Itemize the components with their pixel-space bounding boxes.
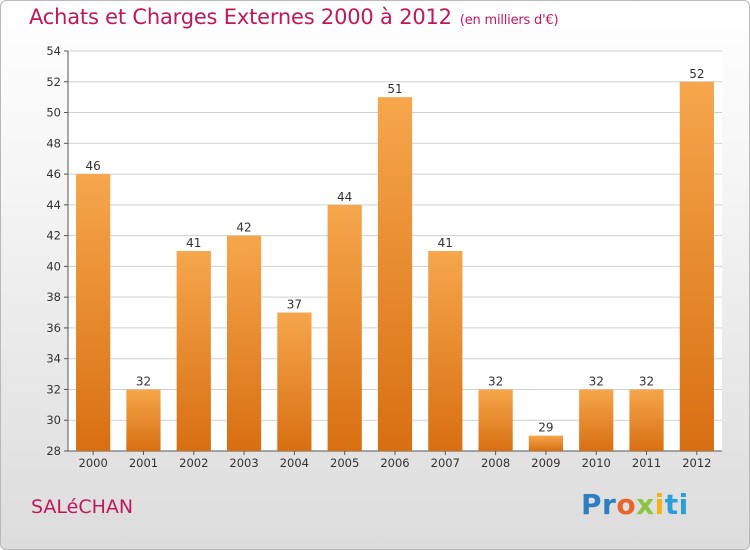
bar bbox=[76, 174, 111, 452]
bar-value-label: 42 bbox=[236, 221, 251, 235]
bar-value-label: 46 bbox=[86, 159, 101, 173]
x-tick-label: 2004 bbox=[280, 456, 309, 470]
proxiti-logo: Proxiti bbox=[581, 488, 689, 521]
x-tick-label: 2005 bbox=[330, 456, 359, 470]
x-tick-label: 2003 bbox=[229, 456, 258, 470]
bar-value-label: 32 bbox=[589, 374, 604, 388]
y-tick-label: 54 bbox=[46, 44, 61, 58]
chart-title-text: Achats et Charges Externes 2000 à 2012 bbox=[29, 5, 452, 29]
bar-value-label: 32 bbox=[488, 374, 503, 388]
x-tick-label: 2009 bbox=[531, 456, 560, 470]
bar bbox=[428, 251, 463, 451]
x-tick-label: 2007 bbox=[431, 456, 460, 470]
bar-value-label: 44 bbox=[337, 190, 352, 204]
bar-value-label: 51 bbox=[387, 82, 402, 96]
y-tick-label: 46 bbox=[46, 167, 61, 181]
logo-part: i bbox=[654, 488, 665, 521]
y-tick-label: 38 bbox=[46, 290, 61, 304]
bar-value-label: 37 bbox=[287, 298, 302, 312]
bar-value-label: 41 bbox=[186, 236, 201, 250]
y-tick-label: 44 bbox=[46, 198, 61, 212]
bar bbox=[327, 204, 362, 451]
y-tick-label: 40 bbox=[46, 259, 61, 273]
logo-part: ti bbox=[664, 488, 689, 521]
x-tick-label: 2002 bbox=[179, 456, 208, 470]
logo-part: x bbox=[636, 488, 655, 521]
x-tick-label: 2011 bbox=[632, 456, 661, 470]
chart-title: Achats et Charges Externes 2000 à 2012 (e… bbox=[29, 5, 559, 29]
y-tick-label: 32 bbox=[46, 382, 61, 396]
y-tick-label: 42 bbox=[46, 229, 61, 243]
x-tick-label: 2000 bbox=[79, 456, 108, 470]
bar bbox=[377, 97, 413, 452]
y-tick-label: 36 bbox=[46, 321, 61, 335]
y-tick-label: 30 bbox=[46, 413, 61, 427]
x-tick-label: 2006 bbox=[380, 456, 409, 470]
bar-value-label: 52 bbox=[689, 67, 704, 81]
x-tick-label: 2001 bbox=[129, 456, 158, 470]
logo-part: Pr bbox=[581, 488, 617, 521]
bar bbox=[528, 435, 564, 451]
bar-value-label: 32 bbox=[136, 374, 151, 388]
y-tick-label: 50 bbox=[46, 106, 61, 120]
y-tick-label: 34 bbox=[46, 352, 61, 366]
bar bbox=[579, 389, 614, 451]
bar bbox=[226, 235, 262, 451]
bar bbox=[478, 389, 513, 451]
y-tick-label: 28 bbox=[46, 444, 61, 458]
bar bbox=[126, 389, 161, 451]
x-tick-label: 2010 bbox=[582, 456, 611, 470]
y-tick-label: 48 bbox=[46, 136, 61, 150]
bar-value-label: 32 bbox=[639, 374, 654, 388]
bar bbox=[629, 389, 664, 451]
bar-value-label: 41 bbox=[438, 236, 453, 250]
commune-name: SALéCHAN bbox=[31, 496, 134, 518]
bar-value-label: 29 bbox=[538, 421, 553, 435]
x-tick-label: 2012 bbox=[682, 456, 711, 470]
bar bbox=[679, 81, 714, 452]
logo-part: o bbox=[616, 488, 637, 521]
bar bbox=[277, 312, 312, 451]
y-tick-label: 52 bbox=[46, 75, 61, 89]
bar bbox=[176, 251, 211, 451]
x-tick-label: 2008 bbox=[481, 456, 510, 470]
chart-subtitle: (en milliers d'€) bbox=[459, 13, 559, 28]
